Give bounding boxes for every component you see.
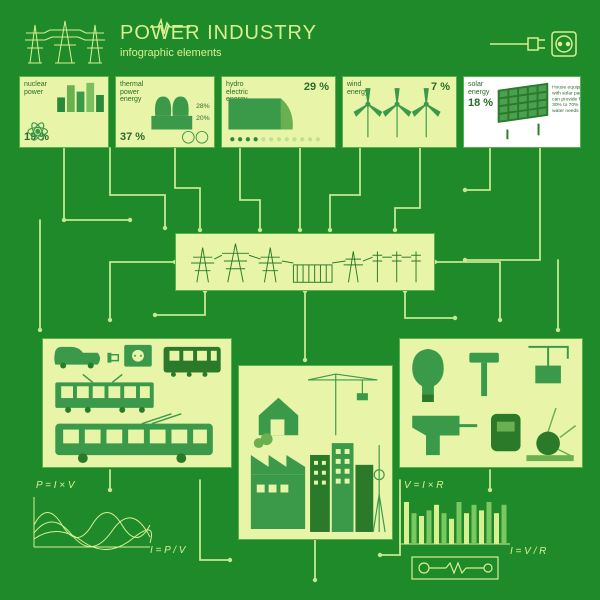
transmission-pylons-icon [20,15,110,65]
formula: P = I × V [36,480,75,491]
wave-chart [32,495,152,550]
card-solar: solar energy18 %House equippedwith solar… [463,76,581,148]
infographic-canvas: POWER INDUSTRY infographic elements nucl… [0,0,600,600]
header: POWER INDUSTRY infographic elements [0,10,600,70]
transmission-panel [175,233,435,291]
svg-text:House equippedwith solar panel: House equippedwith solar panelscan provi… [552,85,580,114]
transport-panel [42,338,232,468]
bottom-bar-chart [400,494,510,549]
circuit-diagram-icon [410,555,500,581]
svg-text:28%: 28% [196,103,210,110]
plug-socket-icon [490,26,580,62]
card-wind: wind energy7 % [342,76,457,148]
tools-panel [399,338,583,468]
card-nuclear: nuclear power19 % [19,76,109,148]
formula: V = I × R [404,480,443,491]
card-thermal: thermal power energy37 %28%20% [115,76,215,148]
formula: I = V / R [510,546,546,557]
formula: I = P / V [150,545,185,556]
ekg-icon [150,18,190,36]
card-hydro: hydro electric energy29 % [221,76,336,148]
city-panel [238,365,393,540]
svg-text:20%: 20% [196,115,210,122]
